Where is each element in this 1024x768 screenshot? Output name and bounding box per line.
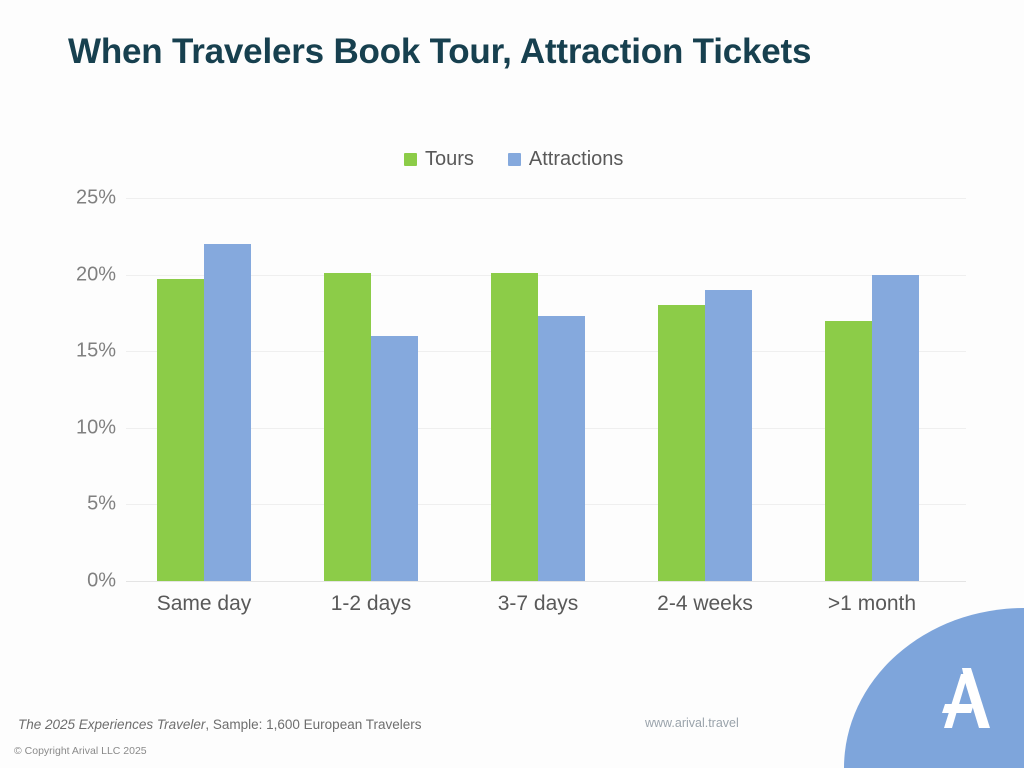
bar-tours-same-day[interactable] [157,279,204,581]
legend-label-tours: Tours [425,148,474,170]
legend-swatch-attractions [507,153,521,166]
page-title: When Travelers Book Tour, Attraction Tic… [68,32,812,71]
chart-legend: Tours Attractions [404,148,623,171]
y-axis: 0% 5% 10% 15% 20% 25% [40,187,116,592]
footer-url[interactable]: www.arival.travel [645,716,739,730]
legend-item-tours[interactable]: Tours [404,148,474,171]
bar-attractions-3-7-days[interactable] [538,315,585,581]
arival-logo-svg [844,608,1024,768]
x-tick-label: Same day [156,592,252,615]
footer-source: The 2025 Experiences Traveler, Sample: 1… [18,717,422,732]
bar-tours-3-7-days[interactable] [491,273,538,581]
x-tick-label: 2-4 weeks [657,592,753,615]
gridline-20% [126,274,966,276]
corner-wedge-shape [844,608,1024,768]
y-tick-label: 10% [75,416,116,439]
legend-item-attractions[interactable]: Attractions [507,148,624,171]
bar-tours-2-4-weeks[interactable] [658,305,705,581]
arival-logo [844,608,1024,768]
bar-group [324,198,420,581]
gridline-25% [126,198,966,199]
bar-attractions-2-4-weeks[interactable] [705,289,752,581]
gridline-0% [126,581,966,582]
bar-groups [126,198,966,581]
bar-tours-1-2-days[interactable] [324,273,371,581]
bar-tours--1-month[interactable] [825,320,872,581]
footer-source-detail: , Sample: 1,600 European Travelers [205,717,422,732]
y-tick-label: 0% [87,569,116,592]
footer-copyright: © Copyright Arival LLC 2025 [14,745,147,757]
footer-source-title: The 2025 Experiences Traveler [18,717,206,732]
x-tick-label: >1 month [827,592,917,615]
legend-label-attractions: Attractions [528,148,624,170]
y-tick-label: 15% [75,339,116,362]
bar-group [658,198,754,581]
y-tick-label: 5% [87,492,116,515]
bar-group [825,198,921,581]
x-axis: Same day 1-2 days 3-7 days 2-4 weeks >1 mont… [126,592,966,624]
x-tick-label: 1-2 days [330,592,412,615]
bar-group [491,198,587,581]
bar-attractions-1-2-days[interactable] [371,335,418,581]
bar-attractions-same-day[interactable] [204,243,251,581]
arival-a-mark [942,668,990,728]
legend-swatch-tours [404,153,417,166]
bar-attractions--1-month[interactable] [872,274,919,581]
bar-group [157,198,253,581]
y-tick-label: 20% [75,263,116,286]
y-tick-label: 25% [75,186,116,209]
x-tick-label: 3-7 days [497,592,579,615]
